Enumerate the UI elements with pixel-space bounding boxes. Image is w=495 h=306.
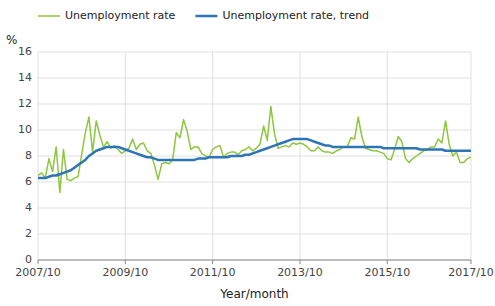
legend-label: Unemployment rate, trend [222,9,369,22]
x-axis-label: Year/month [219,287,288,301]
chart: 0 2 4 6 8 10 12 14 16 2007/10 2009/10 2011/10 2013/1… [0,0,495,306]
x-tick [212,260,213,264]
x-tick-label: 2007/10 [15,266,61,279]
x-axis-line [38,260,471,261]
y-tick-label: 12 [18,97,32,110]
y-tick-label: 6 [25,175,32,188]
y-grid-line [38,182,471,183]
plot-area [38,107,471,193]
y-tick-label: 8 [25,149,32,162]
y-tick-label: 16 [18,45,32,58]
x-tick [299,260,300,264]
x-tick-label: 2013/10 [277,266,323,279]
y-grid-line [38,78,471,79]
legend-swatch [38,15,60,17]
x-tick-label: 2015/10 [364,266,410,279]
y-tick-label: 10 [18,123,32,136]
x-tick-label: 2009/10 [102,266,148,279]
y-axis-label: % [6,33,17,47]
y-grid-line [38,104,471,105]
y-grid-line [38,156,471,157]
x-tick-label: 2017/10 [448,266,494,279]
x-grid-line [125,52,126,260]
legend-label: Unemployment rate [65,9,176,22]
y-tick-label: 2 [25,227,32,240]
series-line [38,107,471,193]
axes: 0 2 4 6 8 10 12 14 16 2007/10 2009/10 2011/10 2013/1… [15,45,494,279]
series-line [38,139,471,178]
legend-swatch [195,15,217,18]
x-tick [387,260,388,264]
x-tick [471,260,472,264]
y-grid-line [38,130,471,131]
y-grid-line [38,208,471,209]
x-grid-line [38,52,39,260]
y-tick-label: 0 [25,253,32,266]
x-tick [125,260,126,264]
x-tick-label: 2011/10 [190,266,236,279]
x-grid-line [471,52,472,260]
y-tick-label: 14 [18,71,32,84]
x-grid-line [387,52,388,260]
y-tick-label: 4 [25,201,32,214]
grid [38,52,471,260]
y-grid-line [38,52,471,53]
legend: Unemployment rate Unemployment rate, tren… [38,9,369,22]
y-grid-line [38,260,471,261]
y-grid-line [38,234,471,235]
x-tick [38,260,39,264]
x-grid-line [299,52,300,260]
x-grid-line [212,52,213,260]
